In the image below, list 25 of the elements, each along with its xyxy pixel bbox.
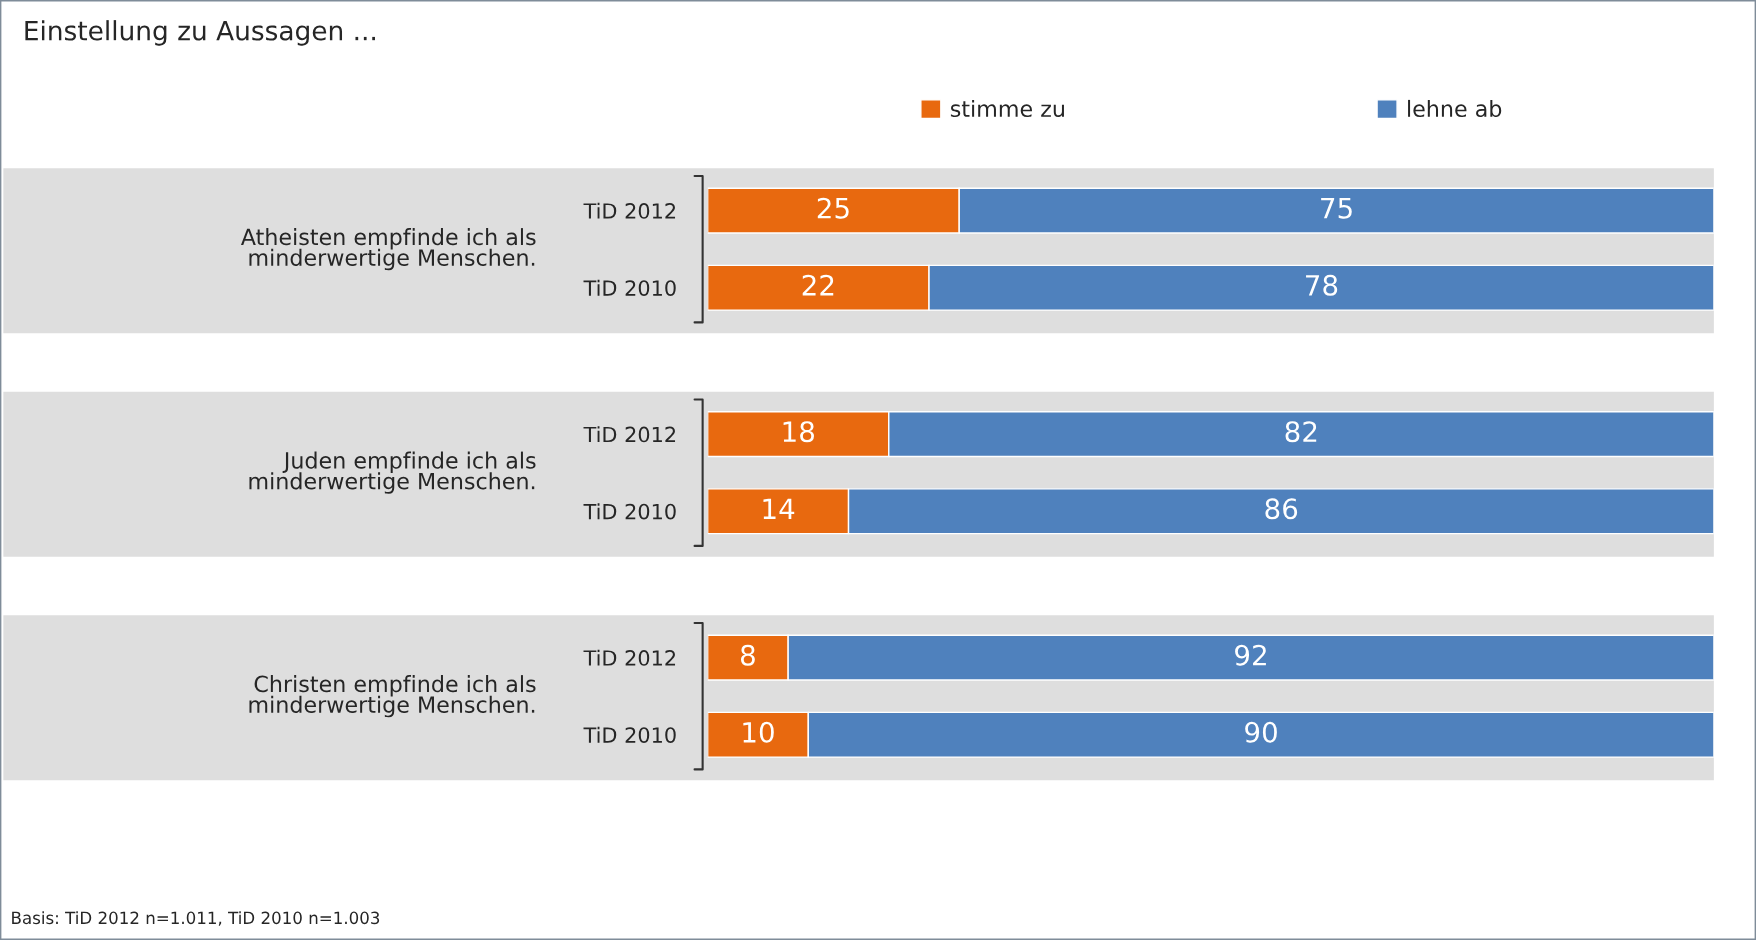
data-label: 86 — [1265, 498, 1298, 520]
data-label: 90 — [1245, 721, 1277, 743]
y-tick-label: TiD 2012 — [583, 426, 676, 443]
text: Juden empfinde ich als minderwertige Menschen. — [249, 451, 536, 494]
data-label: 18 — [783, 421, 814, 443]
data-label: 10 — [743, 721, 774, 743]
y-tick-label: TiD 2012 — [583, 202, 676, 219]
y-tick-label: TiD 2010 — [583, 726, 676, 743]
y-tick-label: TiD 2010 — [583, 279, 676, 296]
legend-label: stimme zu — [950, 99, 1064, 118]
data-label: 22 — [802, 274, 834, 296]
data-label: 92 — [1235, 644, 1266, 666]
data-label: 8 — [740, 644, 755, 666]
y-tick-label: TiD 2012 — [583, 649, 676, 666]
legend-label: lehne ab — [1408, 99, 1502, 118]
data-label: 25 — [817, 197, 849, 219]
text: Christen empfinde ich als minderwertige Menschen. — [249, 675, 536, 718]
data-label: 75 — [1321, 198, 1352, 219]
text: Atheisten empfinde ich als minderwertige Menschen. — [240, 228, 536, 271]
text: Basis: TiD 2012 n=1.011, TiD 2010 n=1.003 — [12, 911, 380, 926]
data-label: 82 — [1285, 421, 1317, 443]
y-tick-label: TiD 2010 — [583, 503, 676, 520]
data-label: 78 — [1306, 274, 1338, 296]
data-label: 14 — [763, 498, 795, 519]
text: Einstellung zu Aussagen ... — [25, 20, 375, 46]
